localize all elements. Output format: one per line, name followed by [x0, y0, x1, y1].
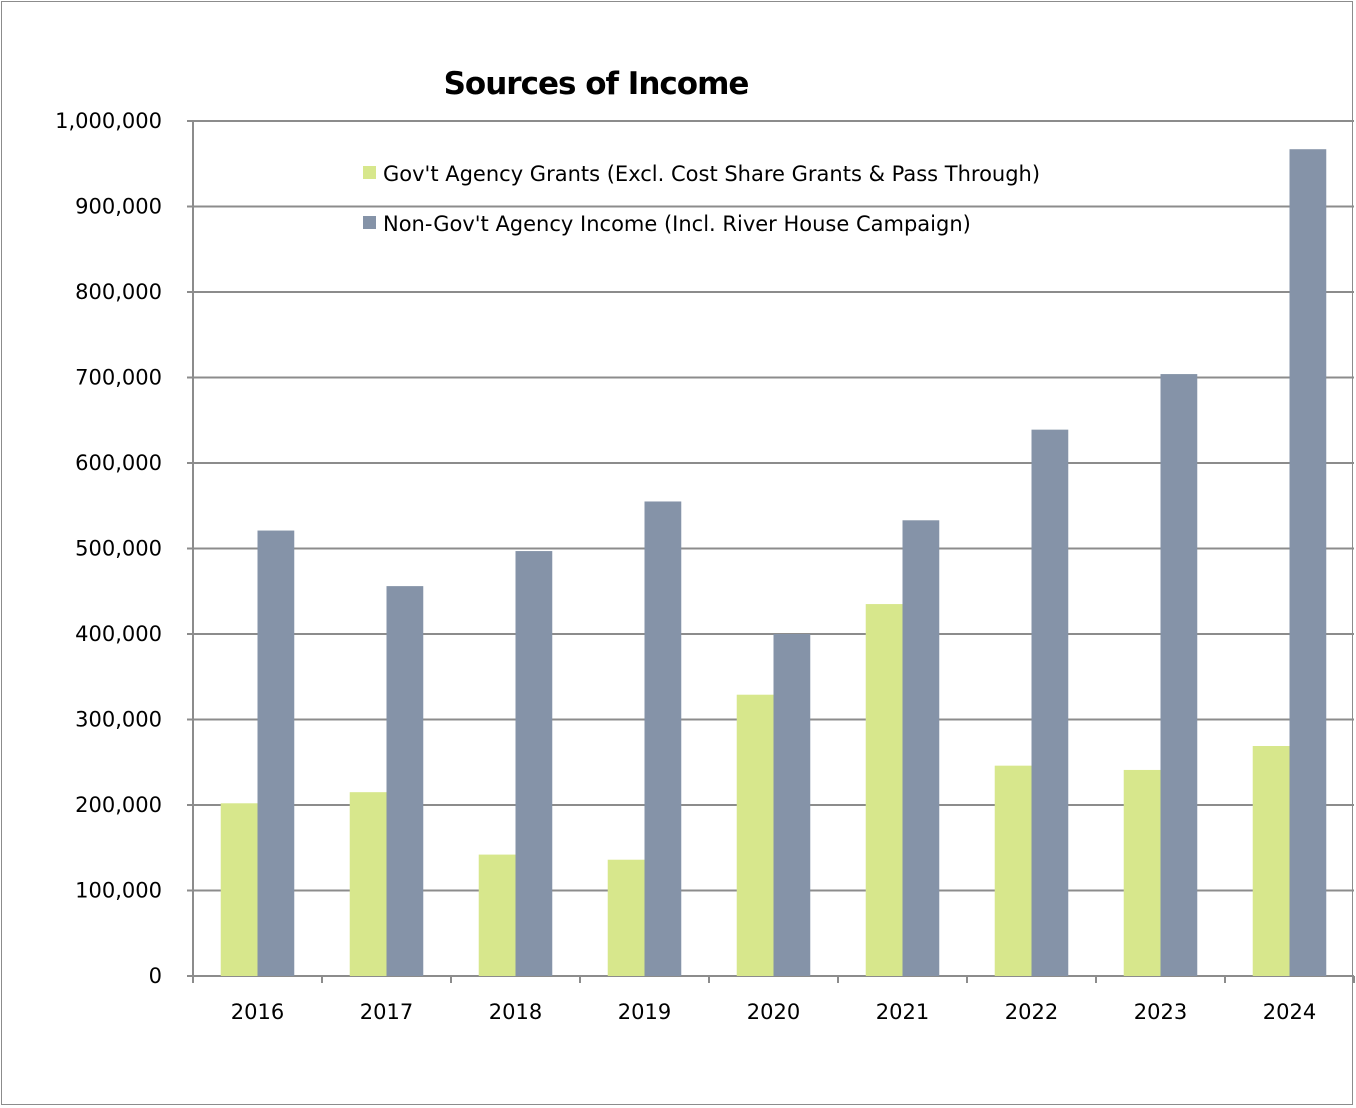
bar-govt-grants-2018 [478, 854, 516, 976]
bar-govt-grants-2023 [1123, 769, 1161, 976]
bar-non-govt-income-2018 [515, 551, 553, 976]
y-tick-label: 500,000 [75, 537, 162, 561]
bar-non-govt-income-2019 [644, 501, 682, 976]
x-tick-label: 2022 [1005, 1000, 1058, 1024]
bar-non-govt-income-2021 [902, 520, 940, 976]
chart-title: Sources of Income [444, 66, 749, 102]
y-tick-label: 0 [149, 964, 162, 988]
legend-swatch [363, 166, 376, 179]
y-tick-label: 300,000 [75, 708, 162, 732]
bar-govt-grants-2022 [994, 765, 1032, 976]
legend-label: Non-Gov't Agency Income (Incl. River Hou… [383, 212, 971, 236]
y-tick-label: 200,000 [75, 793, 162, 817]
y-tick-label: 900,000 [75, 195, 162, 219]
x-tick-label: 2020 [747, 1000, 800, 1024]
legend-swatch [363, 216, 376, 229]
bar-non-govt-income-2023 [1160, 374, 1198, 977]
y-tick-label: 1,000,000 [55, 109, 162, 133]
bar-govt-grants-2017 [349, 792, 387, 976]
bar-govt-grants-2021 [865, 604, 903, 976]
bar-non-govt-income-2022 [1031, 429, 1069, 976]
x-tick-label: 2017 [360, 1000, 413, 1024]
y-tick-label: 600,000 [75, 451, 162, 475]
x-axis-ticks: 2016 2017 2018 2019 2020 2021 2022 2023 2024 [192, 976, 1355, 1024]
y-tick-label: 400,000 [75, 622, 162, 646]
x-tick-label: 2018 [489, 1000, 542, 1024]
bar-non-govt-income-2017 [386, 586, 424, 976]
y-tick-label: 800,000 [75, 280, 162, 304]
bar-non-govt-income-2016 [257, 530, 295, 976]
bar-non-govt-income-2024 [1289, 149, 1327, 977]
y-tick-label: 100,000 [75, 879, 162, 903]
legend: Gov't Agency Grants (Excl. Cost Share Gr… [363, 162, 1040, 236]
x-tick-label: 2019 [618, 1000, 671, 1024]
bar-govt-grants-2016 [220, 803, 258, 976]
bar-govt-grants-2020 [736, 694, 774, 976]
x-tick-label: 2024 [1263, 1000, 1316, 1024]
bar-non-govt-income-2020 [773, 634, 811, 976]
y-tick-label: 700,000 [75, 366, 162, 390]
bar-govt-grants-2019 [607, 859, 645, 976]
legend-label: Gov't Agency Grants (Excl. Cost Share Gr… [383, 162, 1040, 186]
x-tick-label: 2023 [1134, 1000, 1187, 1024]
bar-govt-grants-2024 [1252, 746, 1290, 976]
x-tick-label: 2021 [876, 1000, 929, 1024]
x-tick-label: 2016 [231, 1000, 284, 1024]
bars [220, 149, 1327, 977]
y-axis-ticks: 0 100,000 200,000 300,000 400,000 500,000 600,… [55, 109, 193, 988]
